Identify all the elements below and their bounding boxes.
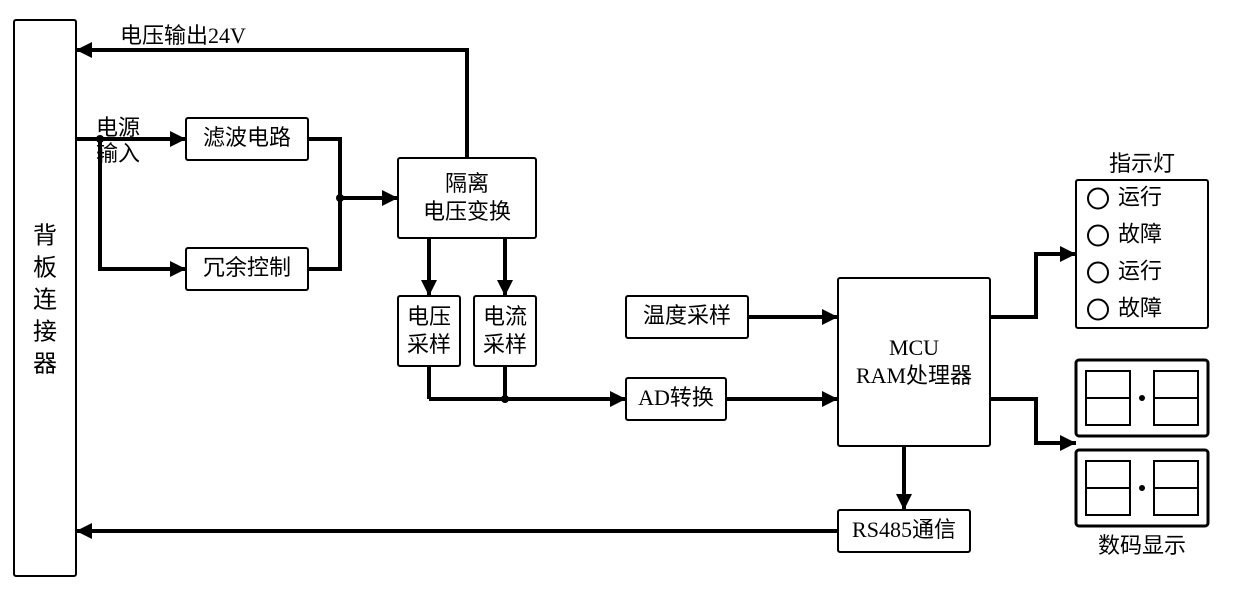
v_sample-label: 采样 — [407, 332, 451, 357]
backplane-label: 板 — [33, 255, 57, 282]
block-diagram: 背板连接器 滤波电路冗余控制 隔离电压变换电压采样 电流采样 温度采样 AD转换 MCU RA… — [0, 0, 1239, 606]
led-item-label: 运行 — [1118, 259, 1162, 284]
redundancy-to-junction — [308, 198, 340, 269]
mcu-to-seg — [990, 399, 1076, 443]
temp_sample-label: 温度采样 — [643, 303, 731, 328]
v_sample-label: 电压 — [407, 304, 451, 329]
mcu-block — [838, 278, 990, 446]
isolation-label: 隔离 — [445, 171, 489, 196]
ad_conv-label: AD转换 — [638, 385, 714, 410]
mcu-to-led — [990, 254, 1076, 317]
i_sample-label: 电流 — [483, 304, 527, 329]
isolation-label: 电压变换 — [423, 199, 511, 224]
power-input-label: 输入 — [96, 141, 140, 166]
led-title: 指示灯 — [1109, 151, 1175, 176]
seg-title: 数码显示 — [1098, 533, 1186, 558]
backplane-label: 器 — [33, 352, 57, 378]
seg-colon-dot — [1139, 395, 1145, 401]
led-item-label: 运行 — [1118, 185, 1162, 210]
filter-label: 滤波电路 — [203, 125, 291, 150]
rs485-label: RS485通信 — [852, 517, 956, 542]
junction-dot — [336, 194, 344, 202]
isolation-block — [398, 158, 536, 238]
mcu-label: RAM处理器 — [856, 363, 972, 388]
power-input-label: 电源 — [96, 115, 140, 140]
voltage-output-label: 电压输出24V — [120, 23, 246, 48]
filter-to-junction — [308, 139, 340, 198]
seg-colon-dot — [1139, 485, 1145, 491]
mcu-label: MCU — [889, 335, 939, 360]
backplane-label: 背 — [33, 223, 57, 250]
backplane-label: 接 — [33, 319, 57, 346]
i_sample-label: 采样 — [483, 332, 527, 357]
backplane-label: 连 — [33, 287, 57, 314]
led-item-label: 故障 — [1118, 296, 1162, 321]
junction-dot — [501, 395, 509, 403]
redundancy-label: 冗余控制 — [203, 255, 291, 280]
led-item-label: 故障 — [1118, 222, 1162, 247]
